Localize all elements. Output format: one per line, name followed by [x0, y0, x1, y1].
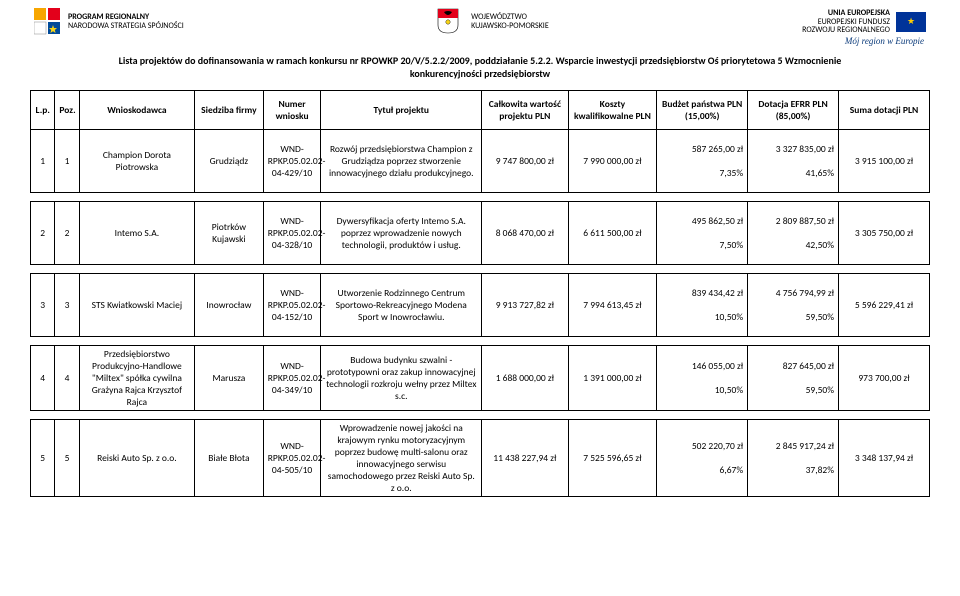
- cell-project-title: Wprowadzenie nowej jakości na krajowym r…: [321, 420, 482, 497]
- cell-seat: Piotrków Kujawski: [195, 202, 264, 265]
- eu-flag-icon: ★: [896, 12, 926, 32]
- logo-mid-line2: KUJAWSKO-POMORSKIE: [471, 21, 549, 31]
- title-line2: konkurencyjności przedsiębiorstw: [410, 67, 550, 80]
- cell-lp: 3: [31, 274, 55, 337]
- cell-sum: 973 700,00 zł: [839, 346, 930, 411]
- cell-poz: 5: [55, 420, 79, 497]
- cell-poz: 4: [55, 346, 79, 411]
- cell-applicant: STS Kwiatkowski Maciej: [79, 274, 194, 337]
- cell-efrr: 3 327 835,00 zł41,65%: [748, 130, 839, 193]
- cell-sum: 3 305 750,00 zł: [839, 202, 930, 265]
- col-wn: Wnioskodawca: [79, 91, 194, 130]
- col-tytul: Tytuł projektu: [321, 91, 482, 130]
- cell-app-number: WND-RPKP.05.02.02-04-349/10: [263, 346, 321, 411]
- header-logos: PROGRAM REGIONALNY NARODOWA STRATEGIA SP…: [30, 8, 930, 38]
- cell-total-value: 9 913 727,82 zł: [482, 274, 568, 337]
- cell-eligible-costs: 7 990 000,00 zł: [568, 130, 657, 193]
- cell-project-title: Budowa budynku szwalni - prototypowni or…: [321, 346, 482, 411]
- cell-total-value: 1 688 000,00 zł: [482, 346, 568, 411]
- cell-app-number: WND-RPKP.05.02.02-04-429/10: [263, 130, 321, 193]
- table-row: 33STS Kwiatkowski MaciejInowrocławWND-RP…: [31, 274, 930, 337]
- cell-project-title: Dywersyfikacja oferty Intemo S.A. poprze…: [321, 202, 482, 265]
- cell-state-budget: 839 434,42 zł10,50%: [657, 274, 748, 337]
- cell-applicant: Champion Dorota Piotrowska: [79, 130, 194, 193]
- cell-sum: 5 596 229,41 zł: [839, 274, 930, 337]
- title-line1: Lista projektów do dofinansowania w rama…: [119, 54, 842, 67]
- cell-efrr: 4 756 794,99 zł59,50%: [748, 274, 839, 337]
- col-kosz: Koszty kwalifikowalne PLN: [568, 91, 657, 130]
- cell-seat: Białe Błota: [195, 420, 264, 497]
- cell-poz: 1: [55, 130, 79, 193]
- regional-program-icon: [34, 8, 62, 36]
- cell-poz: 3: [55, 274, 79, 337]
- cell-poz: 2: [55, 202, 79, 265]
- col-num: Numer wniosku: [263, 91, 321, 130]
- cell-state-budget: 146 055,00 zł10,50%: [657, 346, 748, 411]
- cell-eligible-costs: 6 611 500,00 zł: [568, 202, 657, 265]
- logo-mid-text: WOJEWÓDZTWO KUJAWSKO-POMORSKIE: [471, 13, 549, 31]
- cell-efrr: 2 809 887,50 zł42,50%: [748, 202, 839, 265]
- logo-left-line2: NARODOWA STRATEGIA SPÓJNOŚCI: [68, 21, 184, 31]
- logo-left: PROGRAM REGIONALNY NARODOWA STRATEGIA SP…: [34, 8, 184, 36]
- table-header: L.p. Poz. Wnioskodawca Siedziba firmy Nu…: [31, 91, 930, 130]
- logo-right: UNIA EUROPEJSKA EUROPEJSKI FUNDUSZ ROZWO…: [802, 9, 926, 35]
- cell-total-value: 8 068 470,00 zł: [482, 202, 568, 265]
- cell-app-number: WND-RPKP.05.02.02-04-328/10: [263, 202, 321, 265]
- cell-state-budget: 502 220,70 zł6,67%: [657, 420, 748, 497]
- col-dot: Dotacja EFRR PLN (85,00%): [748, 91, 839, 130]
- cell-total-value: 9 747 800,00 zł: [482, 130, 568, 193]
- cell-lp: 1: [31, 130, 55, 193]
- cell-state-budget: 587 265,00 zł7,35%: [657, 130, 748, 193]
- cell-project-title: Rozwój przedsiębiorstwa Champion z Grudz…: [321, 130, 482, 193]
- col-sum: Suma dotacji PLN: [839, 91, 930, 130]
- cell-efrr: 2 845 917,24 zł37,82%: [748, 420, 839, 497]
- table-row: 55Reiski Auto Sp. z o.o.Białe BłotaWND-R…: [31, 420, 930, 497]
- cell-seat: Grudziądz: [195, 130, 264, 193]
- cell-applicant: Przedsiębiorstwo Produkcyjno-Handlowe "M…: [79, 346, 194, 411]
- logo-mid: WOJEWÓDZTWO KUJAWSKO-POMORSKIE: [437, 8, 549, 36]
- cell-sum: 3 348 137,94 zł: [839, 420, 930, 497]
- cell-applicant: Intemo S.A.: [79, 202, 194, 265]
- cell-app-number: WND-RPKP.05.02.02-04-505/10: [263, 420, 321, 497]
- logo-right-line3: ROZWOJU REGIONALNEGO: [802, 25, 890, 35]
- table-row: 44Przedsiębiorstwo Produkcyjno-Handlowe …: [31, 346, 930, 411]
- table-row: 22Intemo S.A.Piotrków KujawskiWND-RPKP.0…: [31, 202, 930, 265]
- cell-efrr: 827 645,00 zł59,50%: [748, 346, 839, 411]
- cell-project-title: Utworzenie Rodzinnego Centrum Sportowo-R…: [321, 274, 482, 337]
- cell-lp: 5: [31, 420, 55, 497]
- cell-eligible-costs: 7 525 596,65 zł: [568, 420, 657, 497]
- cell-seat: Marusza: [195, 346, 264, 411]
- cell-lp: 4: [31, 346, 55, 411]
- col-sied: Siedziba firmy: [195, 91, 264, 130]
- cell-eligible-costs: 1 391 000,00 zł: [568, 346, 657, 411]
- table-row: 11Champion Dorota PiotrowskaGrudziądzWND…: [31, 130, 930, 193]
- document-title: Lista projektów do dofinansowania w rama…: [90, 54, 870, 80]
- cell-sum: 3 915 100,00 zł: [839, 130, 930, 193]
- projects-table: L.p. Poz. Wnioskodawca Siedziba firmy Nu…: [30, 90, 930, 497]
- page: PROGRAM REGIONALNY NARODOWA STRATEGIA SP…: [0, 0, 960, 596]
- cell-lp: 2: [31, 202, 55, 265]
- logo-right-text: UNIA EUROPEJSKA EUROPEJSKI FUNDUSZ ROZWO…: [802, 9, 890, 35]
- tagline: Mój region w Europie: [30, 36, 930, 46]
- col-cal: Całkowita wartość projektu PLN: [482, 91, 568, 130]
- col-lp: L.p.: [31, 91, 55, 130]
- voivodeship-crest-icon: [437, 8, 465, 36]
- logo-left-text: PROGRAM REGIONALNY NARODOWA STRATEGIA SP…: [68, 13, 184, 31]
- col-bud: Budżet państwa PLN (15,00%): [657, 91, 748, 130]
- cell-total-value: 11 438 227,94 zł: [482, 420, 568, 497]
- cell-seat: Inowrocław: [195, 274, 264, 337]
- cell-eligible-costs: 7 994 613,45 zł: [568, 274, 657, 337]
- cell-applicant: Reiski Auto Sp. z o.o.: [79, 420, 194, 497]
- table-body: 11Champion Dorota PiotrowskaGrudziądzWND…: [31, 130, 930, 497]
- cell-app-number: WND-RPKP.05.02.02-04-152/10: [263, 274, 321, 337]
- col-poz: Poz.: [55, 91, 79, 130]
- cell-state-budget: 495 862,50 zł7,50%: [657, 202, 748, 265]
